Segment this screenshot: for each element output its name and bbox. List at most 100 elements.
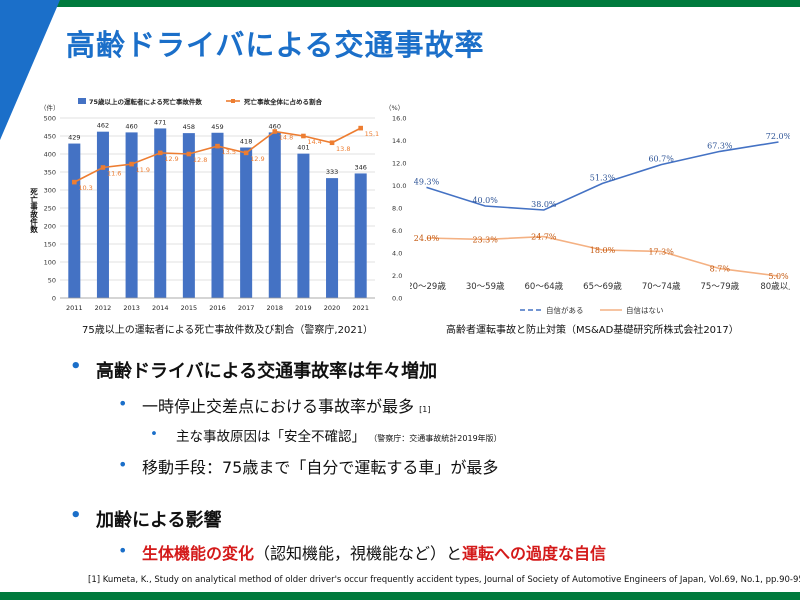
y-tick-label: 450: [44, 133, 56, 141]
highlight-physical-change: 生体機能の変化: [142, 544, 255, 563]
y-tick-label: 200: [44, 223, 56, 231]
x-tick-label: 70～74歳: [642, 281, 681, 292]
y2-tick-label: 10.0: [392, 182, 406, 190]
line-value-label: 12.8: [193, 156, 207, 164]
bar-value-label: 429: [68, 134, 80, 142]
bullet-1-2: 移動手段：75歳まで「自分で運転する車」が最多: [142, 458, 499, 477]
bullet-1-1-1-text: 主な事故原因は「安全不確認」: [176, 429, 365, 445]
line-point: [100, 165, 106, 170]
x-tick-label: 80歳以上: [760, 281, 790, 292]
line-point: [272, 129, 278, 134]
x-tick-label: 60～64歳: [525, 281, 564, 292]
bar: [268, 132, 281, 298]
y-tick-label: 350: [44, 169, 56, 177]
x-tick-label: 2021: [352, 304, 369, 312]
line-point: [72, 179, 77, 185]
line-point: [301, 133, 306, 139]
bar-value-label: 346: [354, 163, 366, 171]
data-label: 5.0%: [768, 272, 789, 281]
y2-tick-label: 14.0: [392, 137, 406, 145]
x-tick-label: 65～69歳: [583, 281, 622, 292]
line-point: [186, 151, 192, 157]
x-tick-label: 30～59歳: [466, 281, 505, 292]
x-tick-label: 20～29歳: [410, 281, 446, 292]
bar-value-label: 418: [240, 138, 252, 146]
x-tick-label: 2019: [295, 304, 312, 312]
source-note: （警察庁：交通事故統計2019年版）: [369, 434, 502, 443]
y2-tick-label: 12.0: [392, 160, 406, 168]
data-label: 67.3%: [707, 141, 733, 150]
bullet-dot: •: [70, 505, 82, 526]
data-label: 8.7%: [710, 265, 731, 274]
x-tick-label: 2013: [123, 304, 140, 312]
bar: [297, 153, 310, 298]
y-unit-label: （件）: [40, 103, 60, 112]
data-label: 38.0%: [531, 200, 557, 209]
top-accent-bar: [0, 0, 800, 7]
bullet-1-1: 一時停止交差点における事故率が最多 [1]: [142, 393, 430, 417]
data-label: 60.7%: [648, 155, 674, 164]
line-value-label: 14.8: [279, 134, 293, 142]
data-label: 51.3%: [590, 173, 616, 182]
line-point: [129, 161, 134, 167]
bar: [211, 132, 224, 298]
bar: [96, 131, 109, 298]
bullet-dot: •: [150, 426, 158, 442]
legend-label: 死亡事故全体に占める割合: [243, 97, 323, 106]
footnote: [1] Kumeta, K., Study on analytical meth…: [88, 575, 800, 585]
legend-label: 自信はない: [626, 305, 664, 315]
line-point: [358, 125, 363, 131]
data-label: 72.0%: [766, 132, 790, 141]
y2-tick-label: 4.0: [392, 250, 402, 258]
bullet-2: 加齢による影響: [96, 510, 222, 531]
right-chart-caption: 高齢者運転事故と防止対策（MS&AD基礎研究所株式会社2017）: [446, 325, 739, 336]
x-tick-label: 2017: [238, 304, 255, 312]
legend-label: 75歳以上の運転者による死亡事故件数: [89, 97, 202, 106]
bullet-dot: •: [70, 356, 82, 377]
y-tick-label: 500: [44, 115, 56, 123]
line-value-label: 14.4: [307, 138, 321, 146]
legend-swatch-bar: [78, 98, 86, 104]
x-tick-label: 2020: [324, 304, 341, 312]
data-label: 24.7%: [531, 233, 557, 242]
y-tick-label: 150: [44, 241, 56, 249]
bar-value-label: 460: [125, 122, 137, 130]
bar-value-label: 333: [326, 168, 338, 176]
line-value-label: 15.1: [365, 130, 379, 138]
side-accent-wedge: [0, 0, 60, 140]
legend-swatch-point: [231, 99, 235, 103]
bar-value-label: 401: [297, 144, 309, 152]
line-value-label: 12.9: [250, 155, 264, 163]
bar: [240, 147, 253, 298]
data-label: 24.0%: [414, 234, 440, 243]
x-tick-label: 2016: [209, 304, 226, 312]
bullet-dot: •: [118, 455, 128, 474]
left-chart-caption: 75歳以上の運転者による死亡事故件数及び割合（警察庁,2021）: [82, 325, 374, 336]
bar-value-label: 462: [97, 122, 109, 130]
y-axis-label: 死亡事故件数: [30, 188, 39, 235]
bar-value-label: 460: [269, 122, 281, 130]
highlight-overconfidence: 運転への過度な自信: [462, 544, 607, 563]
series-line: [426, 141, 779, 211]
data-label: 18.0%: [590, 246, 616, 255]
x-tick-label: 2012: [95, 304, 112, 312]
y-tick-label: 0: [52, 295, 56, 303]
line-point: [329, 140, 335, 146]
x-tick-label: 75～79歳: [701, 281, 740, 292]
bar: [68, 143, 81, 298]
slide-title: 高齢ドライバによる交通事故率: [66, 28, 485, 62]
citation-ref: [1]: [419, 405, 431, 414]
data-label: 23.3%: [472, 235, 498, 244]
driving-confidence-chart: 49.3% 40.0% 38.0% 51.3% 60.7% 67.3% 72.0% 24.0%…: [410, 132, 790, 315]
line-point: [243, 150, 249, 156]
line-value-label: 11.9: [136, 166, 150, 174]
bottom-accent-bar: [0, 592, 800, 600]
y-tick-label: 100: [44, 259, 56, 267]
legend-label: 自信がある: [546, 305, 584, 315]
y-tick-label: 250: [44, 205, 56, 213]
line-point: [157, 150, 163, 156]
y2-tick-label: 2.0: [392, 272, 402, 280]
bar: [125, 132, 138, 298]
line-value-label: 13.5: [222, 148, 236, 156]
x-tick-label: 2011: [66, 304, 83, 312]
